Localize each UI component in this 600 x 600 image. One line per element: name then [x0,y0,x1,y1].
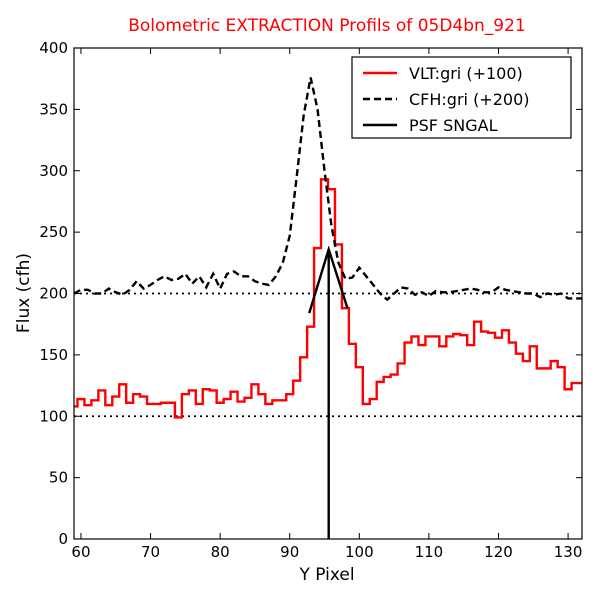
x-tick-label: 130 [554,543,583,561]
x-tick-label: 70 [141,543,160,561]
plot-frame [73,47,583,540]
chart-title: Bolometric EXTRACTION Profils of 05D4bn_… [128,16,526,36]
legend-label-0: VLT:gri (+100) [409,64,523,83]
y-tick-label: 300 [39,162,68,180]
series-layer [73,77,582,539]
x-tick-label: 110 [415,543,444,561]
x-tick-label: 90 [280,543,299,561]
y-tick-label: 50 [49,469,68,487]
legend-label-1: CFH:gri (+200) [409,90,530,109]
y-tick-label: 100 [39,407,68,425]
series-line-0 [74,178,582,419]
x-tick-label: 80 [211,543,230,561]
y-tick-label: 0 [58,530,68,548]
y-tick-label: 200 [39,285,68,303]
x-axis-label: Y Pixel [298,565,354,585]
x-tick-label: 120 [484,543,513,561]
y-tick-label: 350 [39,100,68,118]
axis-ticks: 60 70 80 90 100 110 120 130 0 50 100 150 200 250 300 35… [39,39,582,561]
legend: VLT:gri (+100) CFH:gri (+200) PSF SNGAL [351,56,572,139]
y-axis-label: Flux (cfh) [14,253,34,333]
legend-label-2: PSF SNGAL [409,116,498,135]
series-line-1 [73,77,582,302]
y-tick-label: 150 [39,346,68,364]
x-tick-label: 100 [345,543,374,561]
y-tick-label: 250 [39,223,68,241]
x-tick-label: 60 [71,543,90,561]
y-tick-label: 400 [39,39,68,57]
